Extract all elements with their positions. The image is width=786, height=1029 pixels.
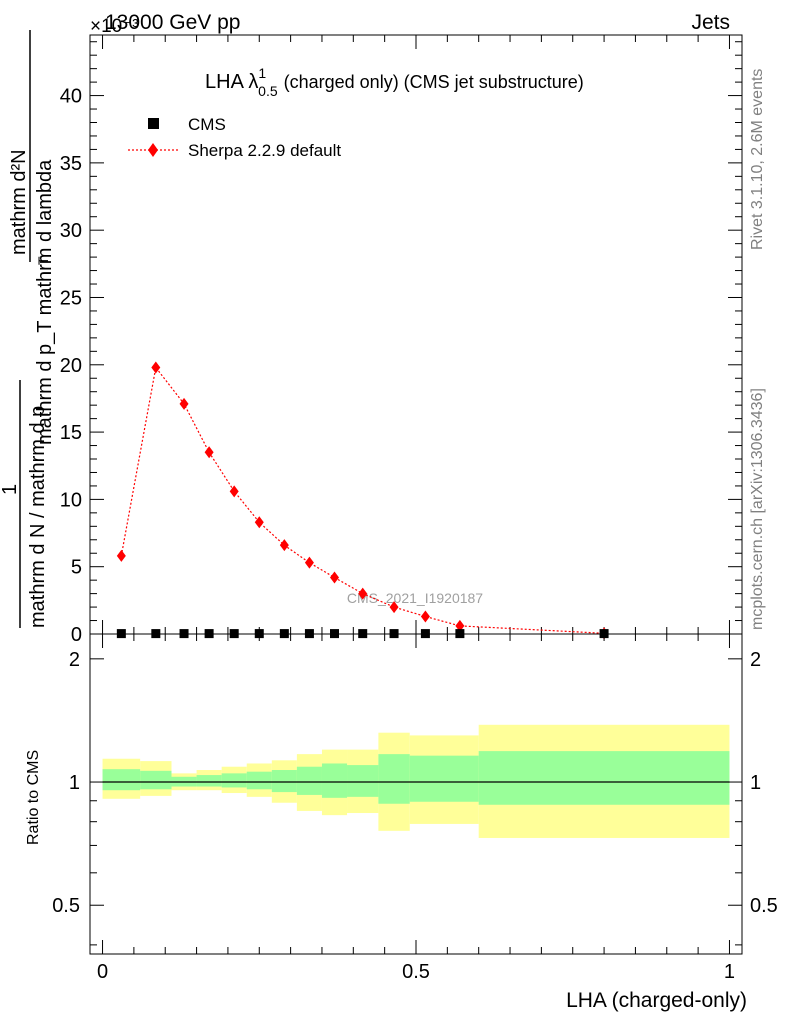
main-plot-title: LHA λ1 0.5 (charged only) (CMS jet substru… (205, 65, 584, 99)
ratio-green-band (196, 775, 222, 787)
sherpa-point (358, 587, 368, 600)
main-series (116, 361, 609, 640)
y-tick-label: 10 (60, 489, 82, 511)
rivet-label: Rivet 3.1.10, 2.6M events (749, 69, 766, 250)
ratio-y-tick-label: 0.5 (52, 895, 80, 917)
legend-sherpa-marker (148, 143, 158, 157)
sherpa-point (455, 619, 465, 632)
sherpa-point (330, 571, 339, 584)
sherpa-point (151, 361, 161, 374)
y-tick-label: 15 (60, 422, 82, 444)
energy-label: 13000 GeV pp (105, 11, 240, 34)
sherpa-point (279, 539, 289, 552)
ratio-x-tick-label: 1 (724, 961, 735, 983)
sherpa-point (179, 397, 189, 410)
ratio-x-tick-label: 0 (97, 961, 108, 983)
watermark-label: CMS_2021_I1920187 (347, 590, 483, 606)
ylabel-one: 1 (0, 484, 21, 495)
ylabel-denominator-right: mathrm d p_T mathrm d lambda (34, 159, 56, 445)
ratio-green-band (347, 765, 379, 797)
ylabel-numerator: mathrm d²N (8, 149, 30, 255)
legend-cms-marker (148, 118, 159, 129)
ratio-y-tick-label-right: 1 (750, 772, 761, 794)
ratio-bands (102, 724, 730, 838)
main-y-axis-label: mathrm d²N mathrm d p_T mathrm d lambda … (0, 30, 56, 628)
ratio-y-axis-label: Ratio to CMS (25, 750, 42, 845)
sherpa-point (420, 610, 430, 623)
ratio-green-band (478, 751, 730, 805)
sherpa-point (116, 549, 126, 562)
ratio-y-tick-label-right: 0.5 (750, 895, 778, 917)
legend-cms-label: CMS (188, 115, 226, 134)
sherpa-point (304, 556, 314, 569)
y-tick-label: 5 (71, 557, 82, 579)
legend: CMS Sherpa 2.2.9 default (128, 115, 341, 160)
ratio-green-band (246, 771, 272, 790)
ratio-axes: 0.5 0.5 1 1 2 2 0 0.5 1 (52, 634, 778, 983)
y-tick-label: 30 (60, 220, 82, 242)
y-tick-label: 25 (60, 287, 82, 309)
ratio-green-band (221, 773, 247, 788)
y-tick-label: 35 (60, 153, 82, 175)
y-exponent-label: ×10⁻³ (90, 16, 139, 37)
ratio-y-tick-label: 1 (69, 772, 80, 794)
y-tick-label: 20 (60, 355, 82, 377)
sherpa-point (229, 485, 239, 498)
sherpa-point (204, 446, 214, 459)
ratio-green-band (102, 769, 141, 791)
ylabel-denominator-left: mathrm d N / mathrm d p (27, 406, 49, 628)
ratio-x-axis-label: LHA (charged-only) (566, 989, 747, 1012)
legend-sherpa-label: Sherpa 2.2.9 default (188, 141, 341, 160)
sherpa-point (389, 601, 399, 614)
mcplots-label: mcplots.cern.ch [arXiv:1306.3436] (749, 388, 766, 630)
main-axes: 0 5 10 15 20 25 30 35 40 (60, 35, 742, 646)
ratio-x-tick-label: 0.5 (402, 961, 430, 983)
ratio-green-band (378, 754, 410, 804)
sherpa-point (254, 516, 264, 529)
sherpa-line (120, 366, 605, 634)
ratio-y-tick-label-right: 2 (750, 649, 761, 671)
ylabel-denominator-right-sub: T (35, 256, 51, 265)
ratio-green-band (321, 763, 348, 798)
y-tick-label: 0 (71, 624, 82, 646)
ratio-green-band (271, 770, 297, 793)
ratio-green-band (296, 766, 322, 795)
ratio-y-tick-label: 2 (69, 649, 80, 671)
ratio-green-band (409, 755, 479, 802)
y-tick-label: 40 (60, 86, 82, 108)
category-label: Jets (691, 11, 730, 34)
ratio-green-band (140, 770, 172, 790)
